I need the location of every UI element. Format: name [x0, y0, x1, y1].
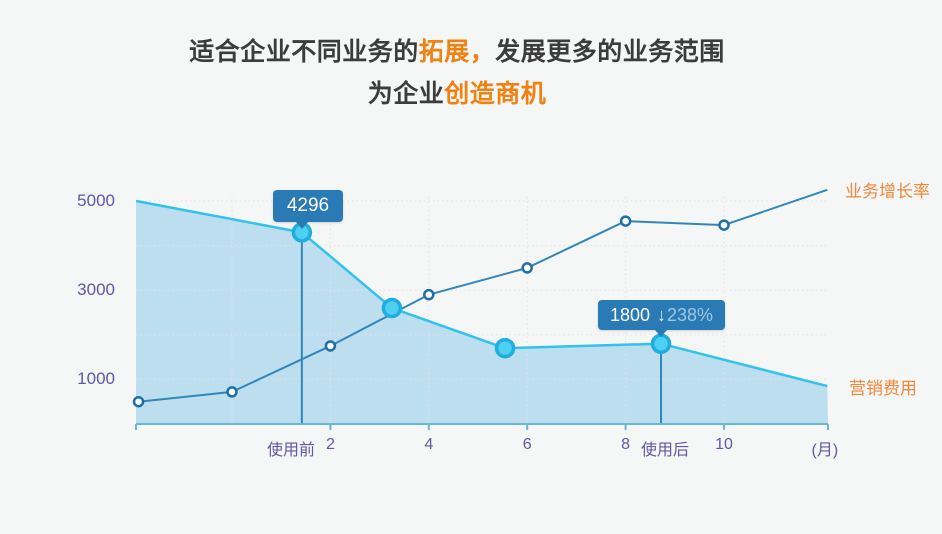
- title-line1-post: 发展更多的业务范围: [495, 38, 725, 66]
- down-arrow-icon: ↓: [657, 304, 666, 325]
- legend-marketing-cost: 营销费用: [849, 379, 917, 398]
- growth-rate-point[interactable]: [423, 288, 435, 301]
- x-axis-label: 4: [424, 436, 434, 453]
- marketing-cost-point[interactable]: [494, 337, 516, 359]
- marketing-cost-point[interactable]: [381, 297, 403, 319]
- tooltip-delta-percent: 238%: [667, 304, 714, 325]
- x-axis-label: 使用前: [267, 442, 316, 459]
- y-axis-label: 5000: [77, 191, 115, 210]
- growth-rate-point[interactable]: [226, 386, 238, 398]
- tooltip-after-value: 1800 ↓ 238%: [598, 300, 725, 337]
- title-line1-highlight: 拓展，: [418, 38, 496, 66]
- growth-rate-point[interactable]: [132, 395, 145, 408]
- marketing-cost-area: [136, 201, 828, 424]
- tooltip-pointer-icon: [655, 330, 667, 337]
- tooltip-pointer-icon: [296, 222, 308, 229]
- x-axis-label: 10: [715, 436, 733, 453]
- tooltip-before-value: 4296: [273, 190, 343, 229]
- y-axis-label: 3000: [77, 280, 115, 300]
- y-axis-label: 1000: [77, 369, 115, 389]
- growth-rate-point[interactable]: [521, 262, 533, 274]
- marketing-cost-line: [135, 199, 828, 388]
- growth-rate-point[interactable]: [718, 219, 730, 231]
- title-line-1: 适合企业不同业务的拓展，发展更多的业务范围: [0, 31, 914, 73]
- growth-rate-point[interactable]: [619, 215, 632, 227]
- marketing-cost-point[interactable]: [650, 333, 672, 354]
- x-axis-label: 使用后: [640, 442, 689, 459]
- growth-rate-line: [138, 188, 828, 403]
- legend-growth-rate: 业务增长率: [845, 182, 930, 201]
- title-line2-pre: 为企业: [367, 80, 445, 108]
- tooltip-after-label: 1800: [609, 304, 650, 325]
- x-axis-label: 2: [325, 436, 335, 453]
- x-axis-label: 8: [621, 436, 631, 453]
- title-line1-pre: 适合企业不同业务的: [189, 38, 419, 66]
- title-line-2: 为企业创造商机: [0, 73, 914, 115]
- x-axis-label: (月): [811, 442, 839, 459]
- title-line2-highlight: 创造商机: [444, 80, 547, 108]
- growth-rate-point[interactable]: [324, 340, 337, 352]
- tooltip-before-label: 4296: [286, 195, 330, 216]
- page-title: 适合企业不同业务的拓展，发展更多的业务范围 为企业创造商机: [0, 31, 914, 115]
- x-axis-label: 6: [522, 436, 532, 453]
